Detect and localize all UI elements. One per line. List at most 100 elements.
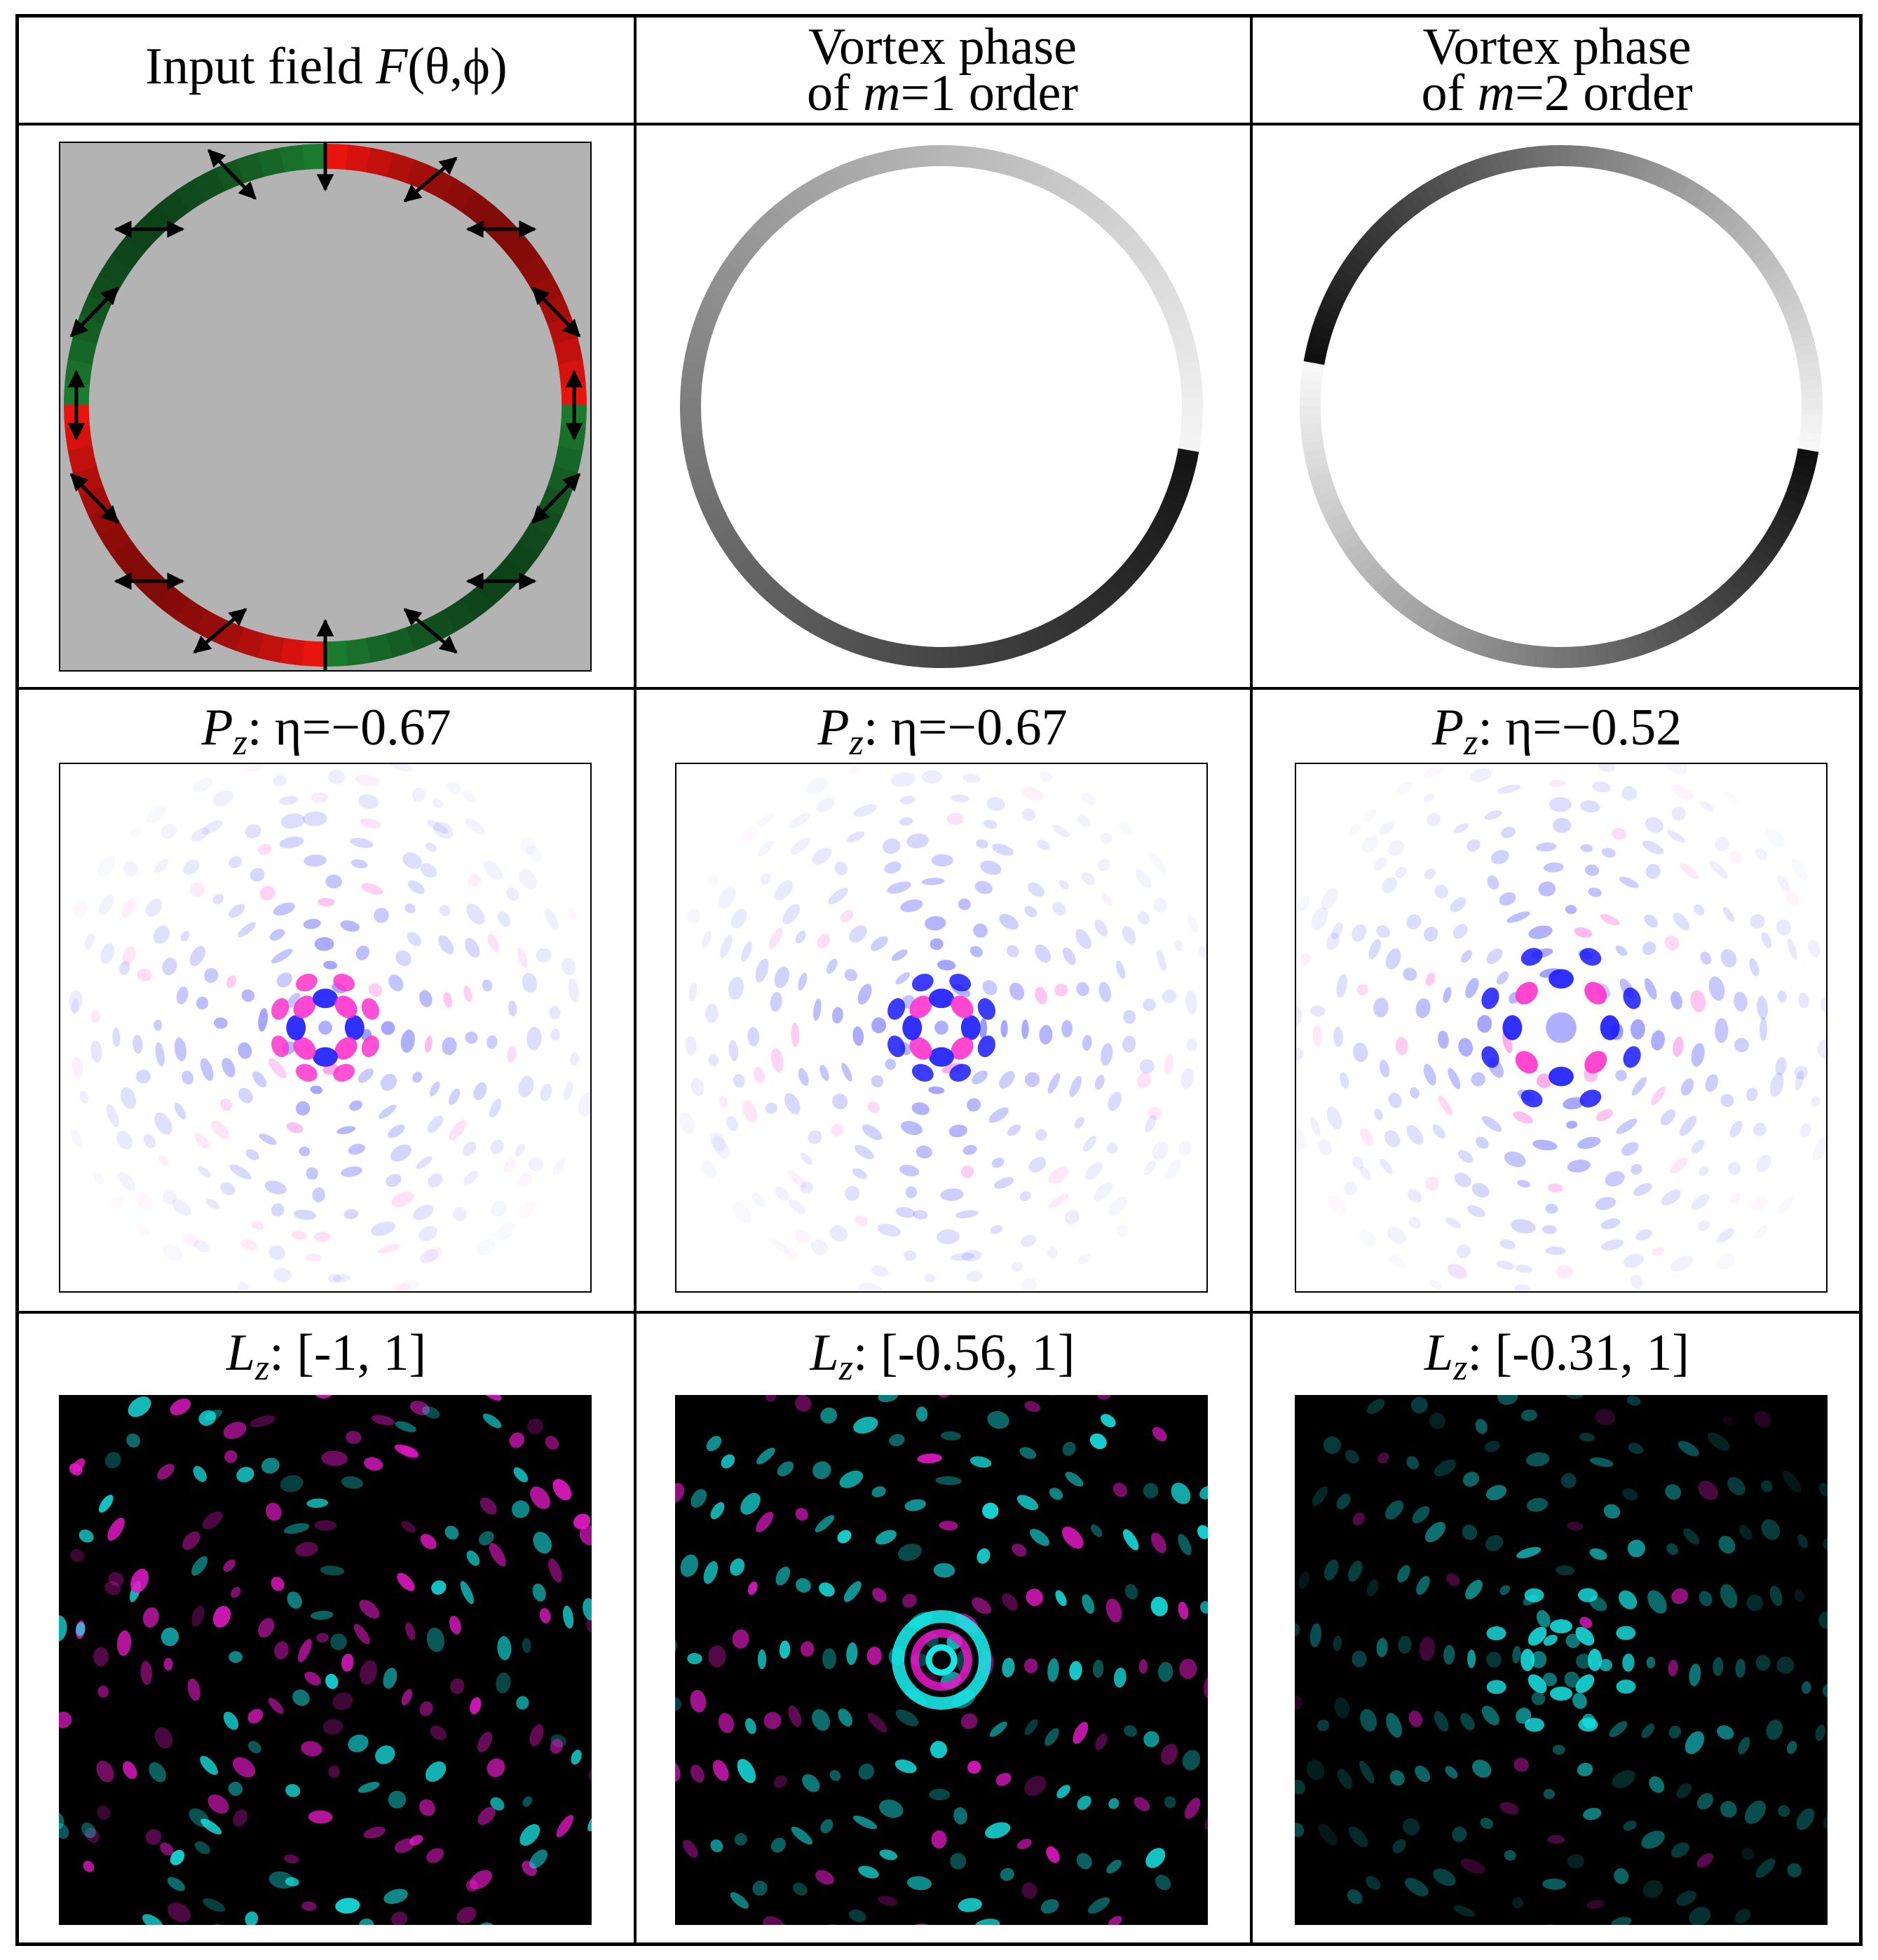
lz-speckle xyxy=(478,1531,494,1546)
pz-lobe xyxy=(884,861,901,874)
pz-lobe xyxy=(1777,990,1787,1003)
phase-ring-segment xyxy=(1799,370,1822,383)
pz-lobe xyxy=(98,894,114,916)
header-text: (θ,ϕ) xyxy=(407,38,508,95)
pz-lobe xyxy=(1199,946,1206,958)
pz-lobe xyxy=(1422,765,1443,779)
lz-speckle xyxy=(556,1814,574,1837)
lz-speckle xyxy=(460,1581,474,1605)
phase-ring-segment xyxy=(1794,456,1817,472)
lz-speckle xyxy=(1433,1868,1456,1886)
lz-speckle xyxy=(1794,1589,1804,1602)
phase-ring-segment xyxy=(1303,447,1326,461)
lz-speckle xyxy=(1720,1801,1737,1818)
phase-ring-segment xyxy=(991,151,1007,174)
lz-speckle xyxy=(1087,1897,1110,1914)
symbol: L xyxy=(226,1324,255,1382)
pz-lobe xyxy=(913,1210,928,1220)
pz-lobe xyxy=(991,1157,1005,1168)
phase-ring-segment xyxy=(687,463,711,479)
lz-speckle xyxy=(160,1842,174,1856)
phase-ring-segment xyxy=(1626,635,1642,659)
pz-lobe xyxy=(1691,1139,1705,1154)
pz-center-lobe xyxy=(295,974,318,992)
phase-ring-segment xyxy=(983,149,998,172)
lz-speckle xyxy=(867,1713,887,1733)
pz-lobe xyxy=(742,1100,758,1123)
phase-ring-segment xyxy=(1125,238,1149,260)
lz-speckle xyxy=(1787,1863,1802,1878)
pz-lobe xyxy=(924,916,946,931)
phase-ring-segment xyxy=(1349,244,1373,266)
lz-speckle xyxy=(1386,1713,1402,1738)
lz-speckle xyxy=(140,1661,152,1685)
phase-ring-segment xyxy=(1300,414,1321,426)
lz-speckle xyxy=(812,1461,831,1480)
pz-lobe xyxy=(293,1209,316,1220)
phase-ring-segment xyxy=(787,189,808,212)
phase-ring-segment xyxy=(1167,317,1191,334)
phase-ring-segment xyxy=(1618,637,1633,661)
pz-lobe xyxy=(1101,892,1112,906)
pz-lobe xyxy=(741,941,752,962)
phase-ring-segment xyxy=(896,147,910,170)
ring-segment xyxy=(257,147,286,177)
pz-lobe xyxy=(900,899,923,913)
pz-lobe xyxy=(1021,1278,1037,1291)
lz-speckle xyxy=(732,1629,749,1649)
lz-speckle xyxy=(1347,1560,1363,1582)
lz-speckle xyxy=(522,1796,533,1807)
lz-speckle xyxy=(1720,1584,1738,1608)
lz-speckle xyxy=(401,1689,413,1706)
lz-speckle xyxy=(819,1582,835,1597)
pz-lobe xyxy=(463,986,472,1002)
pz-lobe xyxy=(343,1209,359,1220)
phase-ring-segment xyxy=(1329,518,1353,538)
lz-speckle xyxy=(839,1470,864,1488)
pz-lobe xyxy=(846,831,865,843)
phase-ring-segment xyxy=(1334,266,1359,287)
lz-speckle xyxy=(878,1896,898,1906)
lz-speckle xyxy=(1319,1823,1337,1846)
pz-lobe xyxy=(570,1052,579,1066)
phase-ring-segment xyxy=(695,487,719,505)
pz-lobe xyxy=(550,1028,560,1041)
pz-lobe xyxy=(374,908,389,923)
phase-ring-segment xyxy=(1796,448,1819,463)
lz-speckle xyxy=(1484,1441,1500,1452)
lz-speckle xyxy=(1796,1808,1815,1830)
pz-lobe xyxy=(1359,1166,1371,1180)
lz-speckle xyxy=(310,1610,334,1620)
pz-lobe xyxy=(1794,1066,1808,1080)
pz-lobe xyxy=(1410,1087,1420,1099)
pz-lobe xyxy=(578,1092,590,1117)
phase-ring-segment xyxy=(801,609,822,634)
pz-lobe xyxy=(859,1282,883,1291)
pz-center-lobe xyxy=(887,1035,906,1058)
lz-speckle xyxy=(79,1529,94,1543)
lz-speckle xyxy=(815,1870,834,1885)
phase-ring-segment xyxy=(1157,504,1180,523)
pz-lobe xyxy=(1499,892,1516,906)
lz-speckle xyxy=(687,1653,702,1665)
pz-lobe xyxy=(701,930,712,948)
lz-speckle xyxy=(383,1668,397,1689)
pz-lobe xyxy=(1671,784,1694,800)
lz-pattern xyxy=(59,1395,592,1925)
phase-ring-segment xyxy=(740,560,763,582)
pz-lobe xyxy=(930,938,944,951)
phase-ring-segment xyxy=(1666,171,1685,196)
pz-lobe xyxy=(871,1017,887,1033)
lz-speckle xyxy=(708,1645,726,1668)
pz-lobe xyxy=(1753,1122,1767,1136)
lz-speckle xyxy=(321,1450,348,1466)
phase-ring-segment xyxy=(1124,554,1148,576)
ring-segment xyxy=(343,638,371,666)
subscript: z xyxy=(233,723,247,763)
pz-lobe xyxy=(212,790,234,807)
pz-lobe xyxy=(895,1206,916,1218)
phase-ring-segment xyxy=(1651,164,1669,188)
lz-speckle xyxy=(1589,1457,1614,1467)
pz-lobe xyxy=(1690,990,1706,1012)
phase-ring-segment xyxy=(842,629,859,653)
